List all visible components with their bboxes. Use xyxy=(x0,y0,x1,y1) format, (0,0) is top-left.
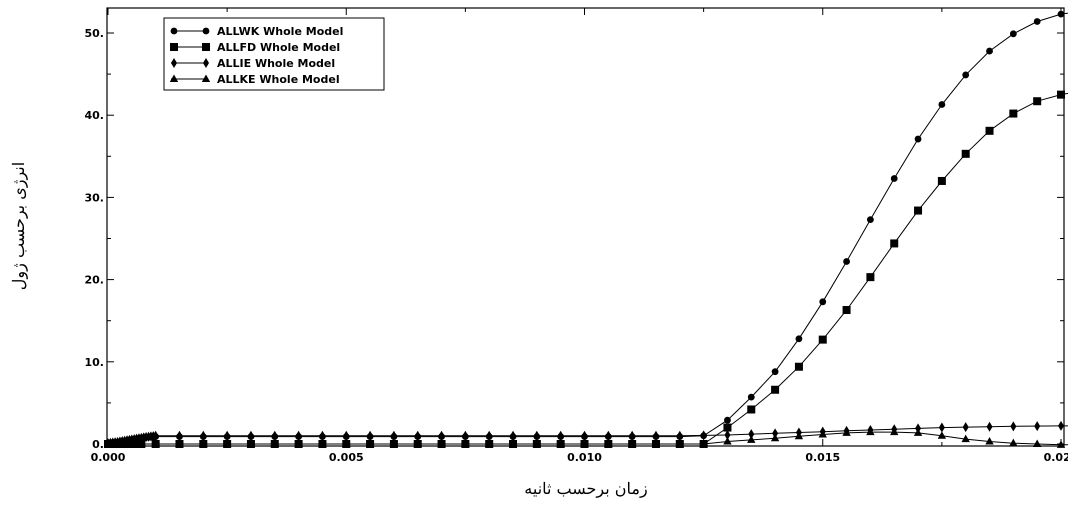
data-point xyxy=(629,431,635,441)
x-tick-label: 0.005 xyxy=(329,451,364,464)
x-tick-label: 0.000 xyxy=(91,451,126,464)
data-point xyxy=(723,437,731,445)
data-point xyxy=(842,428,850,436)
data-point xyxy=(176,431,182,441)
data-point xyxy=(819,298,826,305)
legend: ALLWK Whole Model ALLFD Whole Model ALLIE … xyxy=(164,18,384,90)
data-point xyxy=(582,431,588,441)
legend-label: ALLKE Whole Model xyxy=(217,73,340,86)
data-point xyxy=(890,239,898,247)
data-point xyxy=(963,422,969,432)
x-tick-label: 0.015 xyxy=(805,451,840,464)
data-point xyxy=(558,431,564,441)
data-point xyxy=(653,431,659,441)
data-point xyxy=(986,127,994,135)
data-point xyxy=(486,431,492,441)
data-point xyxy=(724,417,731,424)
data-point xyxy=(200,431,206,441)
data-point xyxy=(534,431,540,441)
legend-marker xyxy=(171,28,178,35)
data-point xyxy=(986,48,993,55)
data-point xyxy=(987,422,993,432)
y-tick-label: 30. xyxy=(85,191,105,204)
data-point xyxy=(1033,440,1041,448)
data-point xyxy=(915,136,922,143)
data-point xyxy=(867,216,874,223)
legend-label: ALLWK Whole Model xyxy=(217,25,343,38)
data-point xyxy=(1010,30,1017,37)
x-tick-label: 0.010 xyxy=(567,451,602,464)
data-point xyxy=(224,431,230,441)
x-axis-title: زمان برحسب ثانیه xyxy=(524,479,647,498)
data-point xyxy=(272,431,278,441)
legend-marker xyxy=(203,28,210,35)
data-point xyxy=(795,363,803,371)
data-point xyxy=(415,431,421,441)
data-point xyxy=(771,386,779,394)
data-point xyxy=(914,428,922,436)
data-point xyxy=(510,431,516,441)
y-tick-label: 10. xyxy=(85,356,105,369)
data-point xyxy=(866,273,874,281)
data-point xyxy=(938,177,946,185)
data-point xyxy=(843,258,850,265)
data-point xyxy=(747,435,755,443)
data-point xyxy=(1009,439,1017,447)
data-point xyxy=(1058,421,1064,431)
data-point xyxy=(747,405,755,413)
data-point xyxy=(891,175,898,182)
data-point xyxy=(391,431,397,441)
data-point xyxy=(677,431,683,441)
data-point xyxy=(962,150,970,158)
data-point xyxy=(843,306,851,314)
data-point xyxy=(938,101,945,108)
data-point xyxy=(772,368,779,375)
legend-marker xyxy=(170,43,178,51)
data-point xyxy=(819,336,827,344)
data-point xyxy=(367,431,373,441)
series-square xyxy=(104,87,1068,448)
data-point xyxy=(1010,421,1016,431)
data-point xyxy=(439,431,445,441)
data-point xyxy=(866,428,874,436)
x-tick-label: 0.020 xyxy=(1044,451,1068,464)
y-tick-label: 40. xyxy=(85,109,105,122)
data-point xyxy=(796,335,803,342)
data-point xyxy=(296,431,302,441)
data-point xyxy=(701,430,707,440)
data-point xyxy=(914,207,922,215)
legend-marker xyxy=(202,43,210,51)
data-point xyxy=(343,431,349,441)
data-point xyxy=(1033,97,1041,105)
data-point xyxy=(1034,18,1041,25)
data-point xyxy=(319,431,325,441)
legend-label: ALLFD Whole Model xyxy=(217,41,340,54)
data-point xyxy=(962,72,969,79)
data-point xyxy=(1058,11,1065,18)
y-tick-label: 50. xyxy=(85,27,105,40)
y-axis-title: انرژی برحسب ژول xyxy=(9,162,28,290)
series-line xyxy=(108,90,1068,444)
data-point xyxy=(605,431,611,441)
legend-label: ALLIE Whole Model xyxy=(217,57,335,70)
y-tick-label: 20. xyxy=(85,274,105,287)
data-point xyxy=(1009,110,1017,118)
data-point xyxy=(748,394,755,401)
data-point xyxy=(1057,91,1065,99)
data-point xyxy=(939,423,945,433)
data-point xyxy=(248,431,254,441)
data-point xyxy=(462,431,468,441)
y-tick-label: 0. xyxy=(92,438,104,451)
data-point xyxy=(1034,421,1040,431)
